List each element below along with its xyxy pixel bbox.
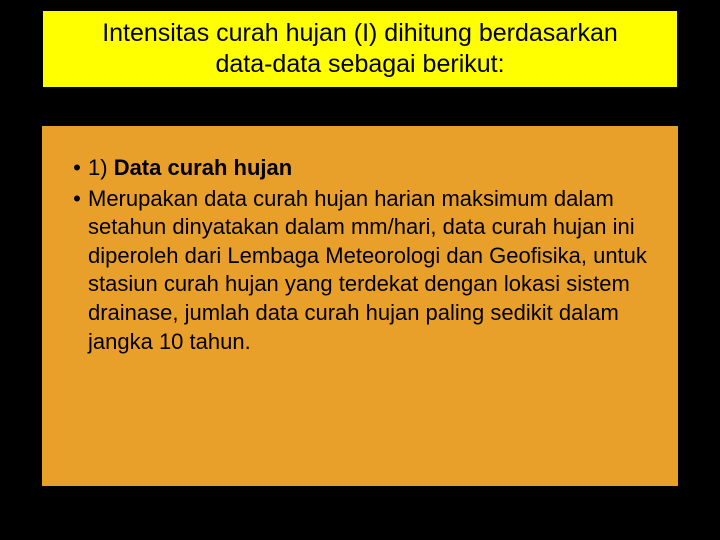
bullet-prefix: 1) bbox=[88, 155, 114, 180]
bullet-marker: • bbox=[66, 154, 88, 183]
bullet-rest: Merupakan data curah hujan harian maksim… bbox=[88, 186, 647, 354]
bullet-text: 1) Data curah hujan bbox=[88, 154, 654, 183]
title-box: Intensitas curah hujan (I) dihitung berd… bbox=[42, 10, 678, 88]
slide-container: Intensitas curah hujan (I) dihitung berd… bbox=[0, 0, 720, 540]
title-text: Intensitas curah hujan (I) dihitung berd… bbox=[93, 18, 627, 81]
body-box: • 1) Data curah hujan • Merupakan data c… bbox=[42, 126, 678, 486]
bullet-item: • Merupakan data curah hujan harian maks… bbox=[66, 185, 654, 357]
bullet-item: • 1) Data curah hujan bbox=[66, 154, 654, 183]
bullet-text: Merupakan data curah hujan harian maksim… bbox=[88, 185, 654, 357]
bullet-bold: Data curah hujan bbox=[114, 155, 292, 180]
bullet-marker: • bbox=[66, 185, 88, 214]
